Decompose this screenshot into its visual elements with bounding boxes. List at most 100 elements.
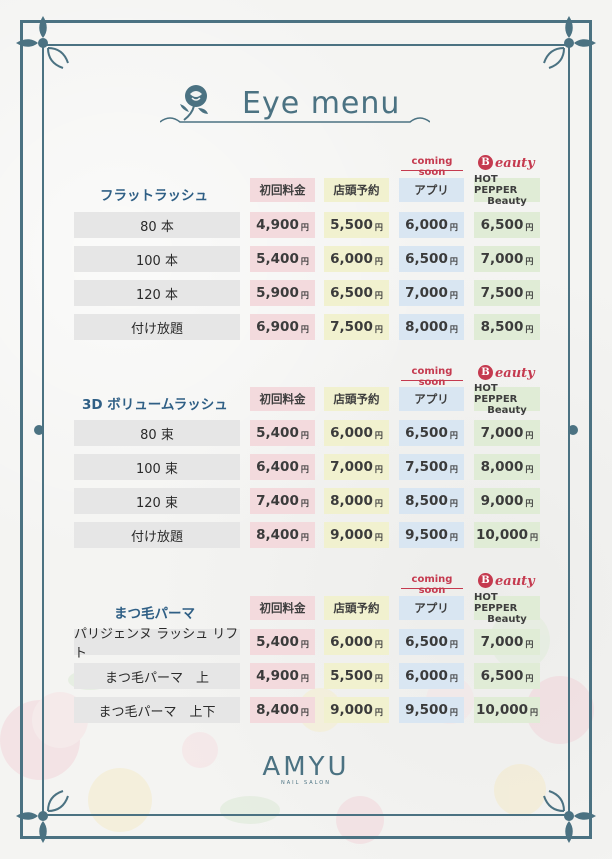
rose-icon xyxy=(180,85,208,121)
currency-unit: 円 xyxy=(300,639,309,649)
price-value: 8,500 xyxy=(480,319,524,335)
row-label: まつ毛パーマ 上下 xyxy=(74,697,240,723)
currency-unit: 円 xyxy=(374,639,383,649)
row-label: 100 束 xyxy=(74,454,240,480)
price-value: 6,500 xyxy=(405,425,448,441)
price-value: 7,400 xyxy=(256,493,299,509)
price-cell-c2: 6,500 円 xyxy=(324,280,389,306)
currency-unit: 円 xyxy=(525,464,534,474)
price-cell-c3: 9,500 円 xyxy=(399,697,464,723)
price-value: 5,500 xyxy=(330,668,373,684)
price-value: 7,000 xyxy=(405,285,448,301)
column-header-c2: 店頭予約 xyxy=(324,178,389,202)
price-cell-c1: 5,400 円 xyxy=(250,629,315,655)
currency-unit: 円 xyxy=(300,256,309,266)
price-cell-c1: 8,400 円 xyxy=(250,697,315,723)
coming-soon-badge: coming soon xyxy=(401,366,463,388)
currency-unit: 円 xyxy=(300,290,309,300)
price-cell-c1: 4,900 円 xyxy=(250,663,315,689)
currency-unit: 円 xyxy=(374,256,383,266)
currency-unit: 円 xyxy=(300,532,309,542)
currency-unit: 円 xyxy=(449,290,458,300)
column-header-c2: 店頭予約 xyxy=(324,387,389,411)
currency-unit: 円 xyxy=(300,498,309,508)
price-value: 7,500 xyxy=(330,319,373,335)
currency-unit: 円 xyxy=(374,464,383,474)
coming-soon-badge: coming soon xyxy=(401,574,463,596)
price-value: 8,400 xyxy=(256,527,299,543)
menu-title-block: Eye menu xyxy=(160,82,430,132)
column-header-c4-line1: HOT PEPPER xyxy=(474,591,518,614)
price-cell-c1: 4,900 円 xyxy=(250,212,315,238)
beauty-logo-word: eauty xyxy=(495,574,535,589)
price-value: 4,900 xyxy=(256,668,299,684)
price-cell-c4: 8,000 円 xyxy=(474,454,540,480)
coming-soon-badge: coming soon xyxy=(401,156,463,178)
price-cell-c4: 10,000 円 xyxy=(474,697,540,723)
price-cell-c4: 10,000 円 xyxy=(474,522,540,548)
price-cell-c4: 7,000 円 xyxy=(474,629,540,655)
row-label: 80 本 xyxy=(74,212,240,238)
column-header-c4-line2: Beauty xyxy=(487,195,527,207)
currency-unit: 円 xyxy=(449,498,458,508)
price-cell-c4: 7,000 円 xyxy=(474,420,540,446)
currency-unit: 円 xyxy=(449,324,458,334)
currency-unit: 円 xyxy=(525,222,534,232)
column-header-c4: HOT PEPPER Beauty xyxy=(474,383,540,416)
price-value: 7,000 xyxy=(480,425,524,441)
price-cell-c4: 7,000 円 xyxy=(474,246,540,272)
price-value: 6,000 xyxy=(405,217,448,233)
currency-unit: 円 xyxy=(300,222,309,232)
price-cell-c1: 6,400 円 xyxy=(250,454,315,480)
price-cell-c2: 6,000 円 xyxy=(324,629,389,655)
column-header-c4-line2: Beauty xyxy=(487,404,527,416)
price-cell-c2: 5,500 円 xyxy=(324,663,389,689)
price-value: 7,500 xyxy=(405,459,448,475)
price-value: 9,000 xyxy=(330,527,373,543)
corner-ornament-icon xyxy=(8,8,78,78)
currency-unit: 円 xyxy=(374,430,383,440)
price-cell-c3: 6,500 円 xyxy=(399,629,464,655)
currency-unit: 円 xyxy=(525,498,534,508)
price-value: 8,500 xyxy=(405,493,448,509)
currency-unit: 円 xyxy=(300,464,309,474)
column-header-c2: 店頭予約 xyxy=(324,596,389,620)
price-value: 6,000 xyxy=(330,634,373,650)
currency-unit: 円 xyxy=(374,673,383,683)
price-cell-c2: 8,000 円 xyxy=(324,488,389,514)
currency-unit: 円 xyxy=(525,256,534,266)
column-header-c4-line1: HOT PEPPER xyxy=(474,382,518,405)
price-cell-c3: 6,000 円 xyxy=(399,212,464,238)
price-value: 7,000 xyxy=(330,459,373,475)
column-header-c3: アプリ xyxy=(399,387,464,411)
currency-unit: 円 xyxy=(530,707,539,717)
currency-unit: 円 xyxy=(300,430,309,440)
corner-ornament-icon xyxy=(8,781,78,851)
price-cell-c1: 6,900 円 xyxy=(250,314,315,340)
row-label: 120 束 xyxy=(74,488,240,514)
price-cell-c1: 5,400 円 xyxy=(250,246,315,272)
column-header-c3: アプリ xyxy=(399,178,464,202)
currency-unit: 円 xyxy=(300,673,309,683)
column-header-c4-line2: Beauty xyxy=(487,613,527,625)
price-cell-c2: 7,000 円 xyxy=(324,454,389,480)
column-header-c4: HOT PEPPER Beauty xyxy=(474,592,540,625)
page-title: Eye menu xyxy=(242,86,401,121)
currency-unit: 円 xyxy=(525,673,534,683)
column-header-c4-line1: HOT PEPPER xyxy=(474,173,518,196)
column-header-c3: アプリ xyxy=(399,596,464,620)
price-cell-c3: 6,500 円 xyxy=(399,420,464,446)
price-value: 8,000 xyxy=(405,319,448,335)
currency-unit: 円 xyxy=(449,707,458,717)
brand-name: AMYU xyxy=(262,752,350,782)
price-value: 6,400 xyxy=(256,459,299,475)
column-header-c1: 初回料金 xyxy=(250,387,315,411)
currency-unit: 円 xyxy=(374,707,383,717)
section-title: 3D ボリュームラッシュ xyxy=(82,397,228,413)
price-value: 4,900 xyxy=(256,217,299,233)
price-cell-c4: 9,000 円 xyxy=(474,488,540,514)
currency-unit: 円 xyxy=(525,430,534,440)
price-cell-c3: 7,000 円 xyxy=(399,280,464,306)
price-value: 7,000 xyxy=(480,634,524,650)
